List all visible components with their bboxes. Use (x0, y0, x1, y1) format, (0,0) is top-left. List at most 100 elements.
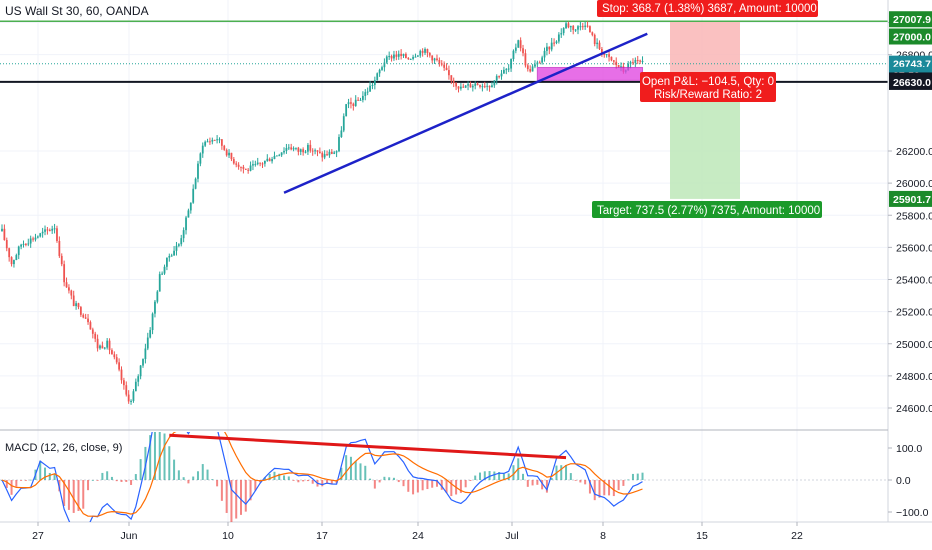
candle-body (175, 245, 178, 251)
macd-histogram-bar (383, 476, 386, 480)
candle-body (393, 54, 395, 59)
candle-body (218, 139, 221, 141)
candle-body (338, 137, 340, 152)
candle-body (302, 149, 305, 153)
macd-histogram-bar (177, 470, 180, 480)
candle-body (15, 255, 18, 261)
macd-histogram-bar (560, 465, 563, 480)
candle-body (610, 56, 613, 61)
macd-histogram-bar (139, 459, 142, 480)
candle-body (232, 159, 235, 164)
candle-body (299, 149, 302, 152)
stop-label: Stop: 368.7 (1.38%) 3687, Amount: 10000 (602, 3, 817, 15)
macd-pane[interactable] (0, 394, 888, 542)
macd-histogram-bar (153, 432, 156, 480)
candle-body (471, 85, 474, 88)
macd-histogram-bar (550, 477, 553, 480)
macd-histogram-bar (44, 467, 47, 480)
macd-histogram-bar (593, 480, 596, 501)
candle-body (632, 62, 634, 64)
candle-body (199, 153, 202, 164)
candle-body (189, 202, 192, 211)
candle-body (629, 62, 632, 64)
candle-body (550, 42, 553, 50)
candle-body (505, 69, 508, 71)
price-tick-label: 25800.0 (896, 210, 932, 222)
candle-body (491, 85, 493, 88)
macd-histogram-bar (91, 479, 94, 481)
risk-reward-label: Risk/Reward Ratio: 2 (654, 89, 762, 101)
candle-body (56, 228, 58, 241)
candle-body (206, 141, 209, 143)
support-trendline[interactable] (283, 32, 648, 194)
time-tick-label: 17 (316, 530, 328, 542)
candle-body (596, 42, 599, 45)
candle-body (333, 152, 336, 154)
candle-body (192, 188, 195, 203)
macd-histogram-bar (488, 471, 491, 480)
candle-body (574, 29, 577, 31)
candle-body (405, 53, 407, 59)
candle-body (266, 158, 269, 161)
macd-histogram-bar (5, 480, 8, 488)
macd-histogram-bar (168, 446, 171, 480)
candle-body (364, 92, 367, 96)
candle-body (111, 350, 113, 355)
candle-body (103, 347, 106, 349)
macd-histogram-bar (459, 480, 462, 493)
macd-histogram-bar (469, 480, 472, 481)
candle-body (493, 80, 496, 86)
time-tick-label: 27 (32, 530, 44, 542)
candle-body (605, 54, 608, 56)
candle-body (395, 54, 398, 57)
candle-body (553, 42, 555, 44)
macd-histogram-bar (598, 480, 601, 498)
time-axis[interactable]: 27 Jun 10 17 24 Jul 8 15 22 (32, 522, 803, 542)
candle-body (383, 62, 386, 68)
stop-loss-zone[interactable] (670, 21, 740, 81)
candle-body (10, 257, 13, 265)
candle-body (44, 229, 46, 232)
divergence-line[interactable] (169, 433, 567, 460)
candle-body (321, 152, 324, 158)
candle-body (173, 250, 175, 256)
macd-histogram-bar (397, 480, 400, 483)
price-tag-label: 27007.9 (893, 14, 931, 26)
candle-body (311, 150, 314, 152)
candle-body (292, 148, 295, 150)
macd-histogram-bar (311, 480, 314, 484)
macd-histogram-bar (96, 480, 99, 481)
macd-histogram-bar (349, 456, 352, 480)
macd-histogram-bar (565, 465, 568, 480)
macd-histogram-bar (110, 476, 113, 480)
candle-body (562, 28, 565, 34)
candle-body (617, 65, 620, 68)
candle-body (247, 169, 250, 171)
candle-body (304, 151, 307, 153)
macd-histogram-bar (512, 465, 515, 480)
macd-histogram-bar (545, 480, 548, 493)
candle-body (34, 237, 37, 240)
candle-body (287, 147, 290, 149)
candle-body (419, 50, 422, 56)
candle-body (113, 354, 116, 358)
candle-body (479, 85, 481, 87)
candle-body (388, 56, 391, 58)
candle-body (182, 230, 185, 239)
macd-histogram-bar (522, 473, 525, 480)
candle-body (531, 66, 534, 72)
candle-body (522, 48, 524, 54)
candle-body (526, 65, 529, 70)
macd-tick-label: 0.0 (896, 475, 911, 487)
candle-body (569, 26, 572, 28)
candle-body (347, 102, 350, 105)
candle-body (352, 103, 355, 106)
candle-body (620, 66, 622, 68)
candle-body (512, 50, 515, 60)
candle-body (58, 240, 61, 256)
candle-body (36, 236, 39, 238)
macd-histogram-bar (426, 480, 429, 490)
candle-body (230, 152, 233, 160)
candle-body (486, 85, 489, 87)
